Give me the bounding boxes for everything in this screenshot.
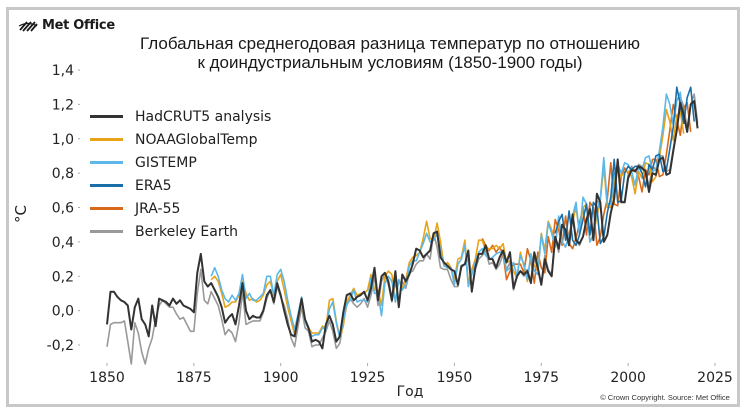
legend-label: Berkeley Earth bbox=[135, 223, 238, 240]
x-tick-label: 1925 bbox=[350, 370, 386, 386]
legend: HadCRUT5 analysis NOAAGlobalTemp GISTEMP ER… bbox=[90, 105, 271, 243]
y-tick-label: 0,2 bbox=[52, 269, 74, 285]
x-tick-label: 1875 bbox=[176, 370, 212, 386]
legend-item: HadCRUT5 analysis bbox=[90, 105, 271, 128]
x-axis-label: Год bbox=[396, 384, 424, 400]
y-tick-label: 1,4 bbox=[52, 63, 74, 79]
series-line-jra-55 bbox=[481, 101, 692, 284]
y-tick-label: -0,2 bbox=[47, 338, 74, 354]
legend-swatch bbox=[90, 207, 123, 210]
y-tick-label: 0,8 bbox=[52, 166, 74, 182]
y-tick-label: 1,2 bbox=[52, 97, 74, 113]
legend-label: JRA-55 bbox=[135, 200, 181, 217]
y-tick-label: 0,4 bbox=[52, 235, 74, 251]
chart-title-line-2: к доиндустриальным условиям (1850-1900 г… bbox=[197, 53, 583, 72]
x-tick-label: 1850 bbox=[89, 370, 125, 386]
y-axis: 1,4 1,2 1,0 0,8 0,6 0,4 0,2 0,0 -0,2 bbox=[47, 63, 80, 354]
copyright-footer: © Crown Copyright. Source: Met Office bbox=[600, 393, 730, 402]
y-tick-label: 0,0 bbox=[52, 304, 74, 320]
x-axis: 1850 1875 1900 1925 1950 1975 2000 2025 bbox=[89, 363, 733, 386]
series-line-gistemp bbox=[210, 91, 685, 339]
legend-item: NOAAGlobalTemp bbox=[90, 128, 271, 151]
series-line-hadcrut5-analysis bbox=[106, 99, 699, 350]
legend-label: ERA5 bbox=[135, 177, 172, 194]
x-tick-label: 2025 bbox=[697, 370, 733, 386]
legend-label: GISTEMP bbox=[135, 154, 197, 171]
legend-item: JRA-55 bbox=[90, 197, 271, 220]
legend-swatch bbox=[90, 230, 123, 233]
legend-item: Berkeley Earth bbox=[90, 220, 271, 243]
legend-item: ERA5 bbox=[90, 174, 271, 197]
y-tick-label: 1,0 bbox=[52, 132, 74, 148]
x-tick-label: 1950 bbox=[437, 370, 473, 386]
legend-label: NOAAGlobalTemp bbox=[135, 131, 258, 148]
x-tick-label: 1900 bbox=[263, 370, 299, 386]
x-tick-label: 1975 bbox=[523, 370, 559, 386]
legend-label: HadCRUT5 analysis bbox=[135, 108, 272, 125]
met-office-logo: Met Office bbox=[18, 18, 115, 33]
chart-title-line-1: Глобальная среднегодовая разница темпера… bbox=[140, 34, 640, 53]
series-lines bbox=[106, 86, 699, 365]
legend-swatch bbox=[90, 161, 123, 164]
legend-item: GISTEMP bbox=[90, 151, 271, 174]
y-axis-label: °C bbox=[11, 205, 30, 223]
legend-swatch bbox=[90, 115, 123, 118]
legend-swatch bbox=[90, 138, 123, 141]
legend-swatch bbox=[90, 184, 123, 187]
series-line-era5 bbox=[554, 86, 695, 247]
x-tick-label: 2000 bbox=[610, 370, 646, 386]
logo-text: Met Office bbox=[42, 18, 115, 33]
met-office-swirl-icon bbox=[18, 20, 38, 32]
chart-title: Глобальная среднегодовая разница темпера… bbox=[110, 34, 670, 72]
y-tick-label: 0,6 bbox=[52, 201, 74, 217]
